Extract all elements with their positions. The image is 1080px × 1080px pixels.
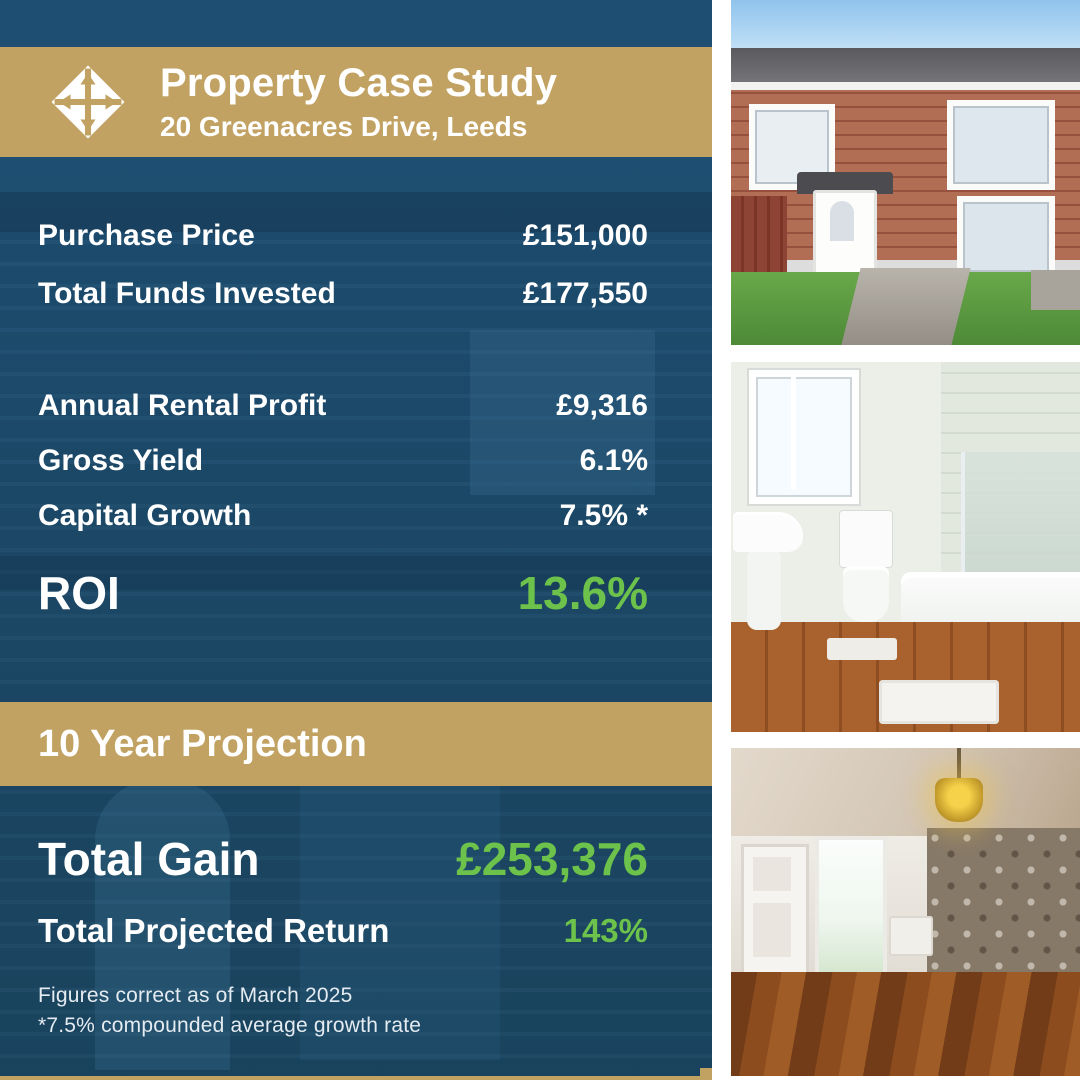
projection-banner: 10 Year Projection: [0, 702, 712, 786]
door-glass-shape: [830, 201, 854, 241]
stat-row-total-gain: Total Gain £253,376: [38, 832, 648, 886]
stat-value: £253,376: [456, 833, 648, 885]
sink-basin-shape: [733, 512, 803, 552]
projection-banner-title: 10 Year Projection: [38, 722, 367, 765]
stat-row-purchase-price: Purchase Price £151,000: [38, 219, 648, 253]
stat-value: 143%: [563, 912, 648, 949]
room-door-shape: [741, 844, 809, 992]
toilet-cistern-shape: [839, 510, 893, 568]
lamp-cord-shape: [957, 748, 961, 782]
lower-right-window-shape: [957, 196, 1055, 278]
footnote-figures-date: Figures correct as of March 2025: [38, 984, 353, 1007]
step-shape: [1031, 270, 1080, 310]
small-mat-shape: [827, 638, 897, 660]
stat-label: Annual Rental Profit: [38, 389, 327, 422]
bathroom-photo: [731, 362, 1080, 732]
stat-label: Gross Yield: [38, 444, 204, 477]
stat-label: Purchase Price: [38, 219, 255, 252]
compass-arrows-logo-icon: [50, 64, 126, 140]
roi-value: 13.6%: [517, 567, 648, 619]
dark-wood-floor-shape: [731, 972, 1080, 1076]
gold-bottom-bar: [0, 1076, 712, 1080]
upper-right-window-shape: [947, 100, 1055, 190]
stat-row-roi: ROI 13.6%: [38, 566, 648, 620]
stat-value: 6.1%: [579, 444, 648, 477]
bath-mat-shape: [879, 680, 999, 724]
stat-value: £9,316: [556, 389, 648, 422]
stat-value: £151,000: [522, 219, 648, 252]
stat-value: £177,550: [522, 277, 648, 310]
roof-shape: [731, 48, 1080, 84]
stat-label: Capital Growth: [38, 499, 252, 532]
gutter-shape: [731, 82, 1080, 90]
shower-screen-shape: [961, 452, 1080, 580]
stat-row-total-projected-return: Total Projected Return 143%: [38, 912, 648, 950]
gold-bottom-corner: [700, 1068, 712, 1080]
stat-value: 7.5% *: [559, 499, 648, 532]
faded-brick-texture: [0, 230, 712, 1080]
toilet-bowl-shape: [843, 566, 889, 622]
patterned-wallpaper-shape: [927, 828, 1080, 978]
window-bar-shape: [791, 370, 796, 490]
stat-label: Total Projected Return: [38, 912, 390, 949]
pendant-lamp-shape: [935, 778, 983, 822]
porch-canopy-shape: [797, 172, 893, 194]
sink-pedestal-shape: [747, 552, 781, 630]
footnote-growth-rate: *7.5% compounded average growth rate: [38, 1014, 422, 1037]
stat-row-capital-growth: Capital Growth 7.5% *: [38, 499, 648, 533]
bathroom-window-shape: [749, 370, 859, 504]
stat-label: Total Funds Invested: [38, 277, 336, 310]
radiator-shape: [889, 916, 933, 956]
roi-label: ROI: [38, 567, 120, 619]
doorway-light-shape: [815, 836, 887, 990]
empty-room-photo: [731, 748, 1080, 1076]
stat-row-annual-rental-profit: Annual Rental Profit £9,316: [38, 389, 648, 423]
header-titles: Property Case Study 20 Greenacres Drive,…: [160, 61, 557, 143]
path-shape: [841, 268, 971, 345]
property-address: 20 Greenacres Drive, Leeds: [160, 110, 528, 142]
house-exterior-photo: [731, 0, 1080, 345]
stat-label: Total Gain: [38, 833, 260, 885]
stat-row-gross-yield: Gross Yield 6.1%: [38, 444, 648, 478]
header-banner: Property Case Study 20 Greenacres Drive,…: [0, 47, 712, 157]
stats-panel: Property Case Study 20 Greenacres Drive,…: [0, 0, 712, 1080]
page-title: Property Case Study: [160, 60, 558, 105]
stat-row-total-funds: Total Funds Invested £177,550: [38, 277, 648, 311]
